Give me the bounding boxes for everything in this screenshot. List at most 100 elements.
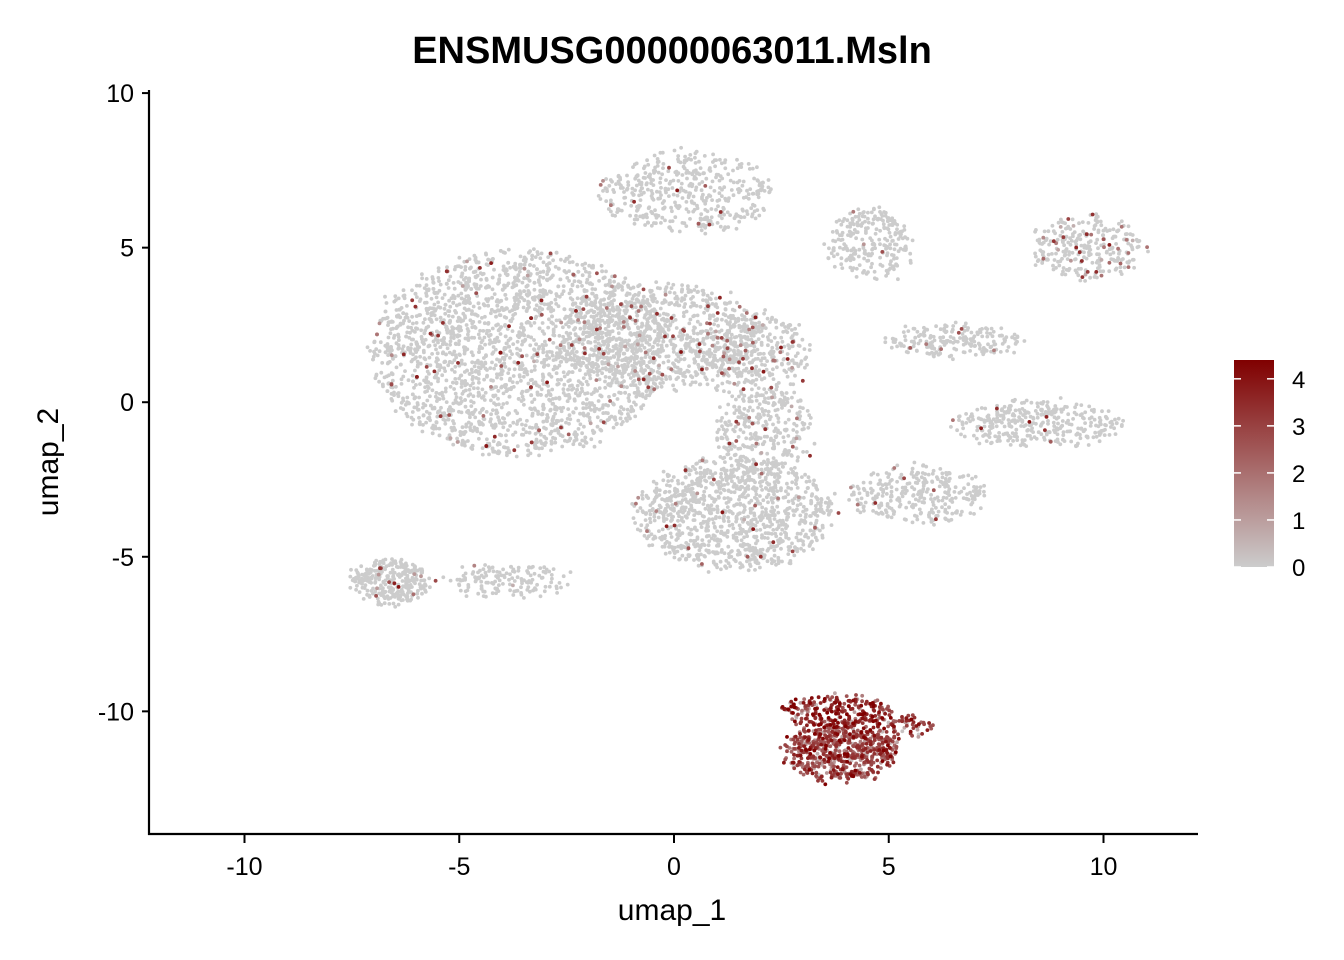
data-point bbox=[1099, 223, 1104, 228]
data-point bbox=[650, 507, 655, 511]
data-point bbox=[573, 332, 578, 336]
data-point bbox=[716, 204, 720, 209]
data-point bbox=[582, 288, 587, 292]
data-point bbox=[457, 255, 462, 260]
data-point bbox=[625, 173, 629, 178]
data-point bbox=[420, 276, 424, 281]
data-point bbox=[584, 379, 589, 384]
data-point bbox=[697, 159, 701, 164]
data-point bbox=[490, 295, 494, 300]
data-point bbox=[607, 417, 611, 422]
data-point bbox=[1088, 252, 1093, 257]
data-point bbox=[631, 346, 635, 350]
data-point bbox=[537, 453, 541, 458]
data-point bbox=[580, 431, 584, 436]
data-point bbox=[414, 405, 419, 410]
data-point bbox=[698, 322, 703, 327]
data-point bbox=[503, 323, 507, 327]
data-point bbox=[902, 224, 907, 229]
data-point bbox=[510, 352, 514, 356]
data-point bbox=[770, 372, 775, 377]
data-point bbox=[1098, 269, 1103, 274]
data-point bbox=[457, 324, 461, 329]
data-point bbox=[580, 360, 585, 365]
data-point bbox=[775, 346, 780, 351]
data-point bbox=[421, 413, 426, 418]
data-point bbox=[456, 315, 461, 320]
data-point bbox=[730, 394, 735, 399]
data-point bbox=[642, 300, 647, 304]
data-point bbox=[528, 249, 532, 254]
data-point bbox=[720, 317, 724, 322]
data-point bbox=[421, 402, 426, 406]
data-point bbox=[417, 313, 421, 318]
data-point bbox=[589, 368, 594, 373]
data-point bbox=[556, 429, 561, 434]
data-point bbox=[437, 426, 442, 431]
data-point bbox=[511, 374, 516, 378]
data-point bbox=[756, 352, 761, 356]
data-point bbox=[568, 331, 573, 336]
data-point bbox=[604, 199, 609, 204]
data-point bbox=[387, 320, 392, 324]
data-point bbox=[570, 260, 575, 264]
data-point bbox=[1080, 220, 1085, 225]
data-point bbox=[667, 225, 672, 230]
data-point bbox=[1118, 269, 1123, 274]
data-point bbox=[648, 516, 652, 521]
data-point bbox=[803, 365, 807, 370]
data-point bbox=[471, 304, 476, 309]
data-point bbox=[592, 316, 596, 320]
data-point bbox=[464, 422, 469, 427]
data-point bbox=[742, 368, 746, 373]
data-point bbox=[450, 314, 455, 319]
data-point bbox=[394, 384, 398, 389]
data-point bbox=[529, 407, 534, 411]
data-point bbox=[1057, 263, 1062, 268]
data-point bbox=[634, 213, 638, 218]
data-point bbox=[779, 335, 784, 340]
data-point bbox=[746, 192, 751, 197]
data-point bbox=[631, 383, 636, 387]
data-point bbox=[881, 218, 885, 223]
data-point bbox=[466, 307, 471, 312]
data-point bbox=[577, 359, 582, 364]
data-point bbox=[765, 316, 770, 321]
data-point bbox=[785, 352, 790, 356]
data-point bbox=[550, 387, 555, 392]
data-point bbox=[811, 529, 816, 534]
data-point bbox=[1117, 221, 1121, 226]
data-point bbox=[510, 329, 515, 333]
data-point bbox=[520, 389, 525, 394]
data-point bbox=[404, 411, 409, 416]
data-point bbox=[675, 173, 679, 177]
data-point bbox=[477, 286, 481, 291]
data-point bbox=[877, 237, 882, 242]
data-point bbox=[632, 372, 637, 377]
data-point bbox=[669, 286, 674, 290]
data-point bbox=[506, 247, 511, 252]
data-point bbox=[868, 236, 873, 241]
data-point bbox=[418, 354, 422, 359]
data-point bbox=[818, 528, 822, 533]
data-point bbox=[612, 355, 617, 359]
data-point bbox=[625, 385, 629, 390]
data-point bbox=[774, 320, 778, 324]
data-point bbox=[666, 187, 671, 192]
data-point bbox=[554, 418, 559, 423]
data-point bbox=[635, 173, 640, 178]
data-point bbox=[584, 300, 589, 305]
data-point bbox=[546, 269, 550, 274]
data-point bbox=[610, 179, 614, 184]
data-point bbox=[466, 329, 471, 334]
data-point bbox=[691, 295, 695, 299]
data-point bbox=[770, 345, 775, 350]
data-point bbox=[464, 285, 469, 290]
data-point bbox=[1041, 250, 1046, 255]
data-point bbox=[1111, 250, 1116, 255]
data-point bbox=[483, 366, 488, 371]
data-point bbox=[658, 176, 663, 181]
data-point bbox=[523, 423, 528, 428]
data-point bbox=[407, 319, 412, 323]
data-point bbox=[746, 474, 751, 479]
